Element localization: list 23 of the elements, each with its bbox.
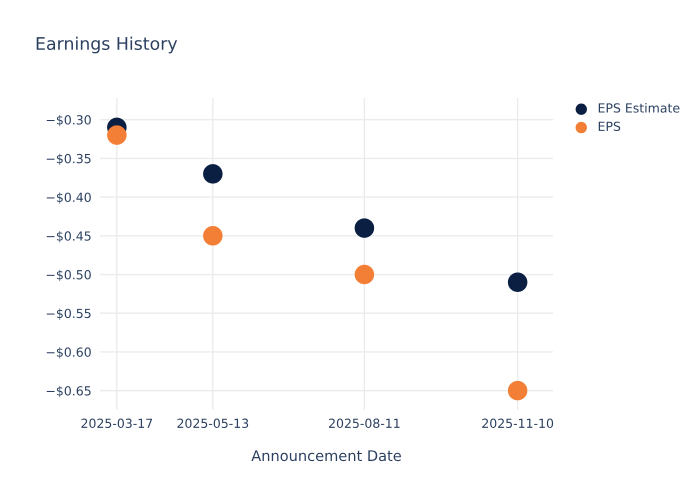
- point: [354, 218, 374, 238]
- y-tick-label: −$0.60: [46, 347, 91, 359]
- legend-label: EPS: [598, 122, 620, 132]
- point: [107, 125, 127, 145]
- x-axis-title: Announcement Date: [251, 450, 401, 462]
- y-tick-label: −$0.45: [46, 231, 91, 242]
- point: [203, 164, 223, 184]
- point: [354, 264, 374, 284]
- x-tick-label: 2025-08-11: [328, 418, 400, 428]
- y-tick-label: −$0.55: [46, 308, 91, 320]
- x-tick-label: 2025-11-10: [482, 418, 554, 428]
- point: [203, 226, 223, 246]
- y-tick-label: −$0.50: [46, 270, 91, 282]
- point: [508, 272, 528, 292]
- y-tick-label: −$0.65: [46, 386, 91, 398]
- chart-title: Earnings History: [36, 36, 178, 54]
- y-tick-label: −$0.35: [46, 154, 91, 165]
- y-tick-label: −$0.40: [46, 192, 91, 204]
- x-tick-label: 2025-03-17: [81, 418, 152, 428]
- point: [508, 380, 528, 400]
- x-tick-label: 2025-05-13: [177, 418, 248, 428]
- y-tick-label: −$0.30: [46, 114, 91, 126]
- legend-label: EPS Estimate: [598, 103, 680, 113]
